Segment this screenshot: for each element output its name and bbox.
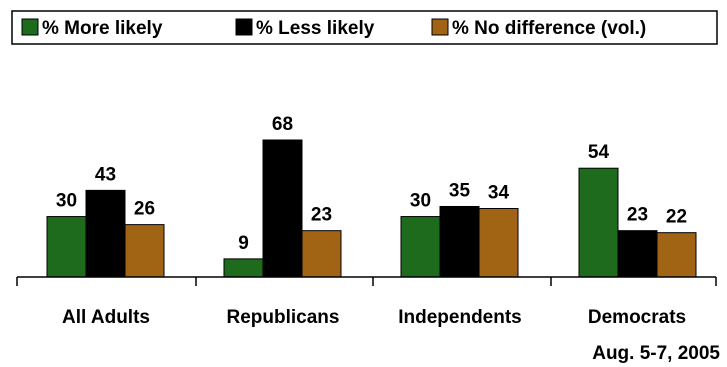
value-label-democrats-more-likely: 54 xyxy=(588,142,610,163)
legend-swatch-no-difference-vol xyxy=(431,18,449,36)
value-label-democrats-no-difference-vol: 22 xyxy=(666,207,687,228)
value-label-republicans-no-difference-vol: 23 xyxy=(311,205,332,226)
bar-all-adults-more-likely xyxy=(46,216,87,278)
value-label-democrats-less-likely: 23 xyxy=(627,205,648,226)
bar-republicans-no-difference-vol xyxy=(301,230,342,278)
value-label-all-adults-no-difference-vol: 26 xyxy=(134,199,155,220)
bar-all-adults-no-difference-vol xyxy=(124,224,165,278)
legend-label-less-likely: % Less likely xyxy=(256,18,375,39)
bar-democrats-no-difference-vol xyxy=(656,232,697,278)
bars-group xyxy=(46,139,697,278)
bar-all-adults-less-likely xyxy=(85,189,126,278)
legend-label-no-difference-vol: % No difference (vol.) xyxy=(452,18,646,39)
bar-democrats-less-likely xyxy=(617,230,658,278)
legend-swatch-less-likely xyxy=(235,18,253,36)
bar-independents-no-difference-vol xyxy=(478,208,519,278)
x-ticks-group xyxy=(16,277,717,286)
category-label-democrats: Democrats xyxy=(588,307,686,328)
date-annotation: Aug. 5-7, 2005 xyxy=(592,343,720,364)
value-label-independents-more-likely: 30 xyxy=(410,191,431,212)
category-label-republicans: Republicans xyxy=(227,307,340,328)
legend-frame xyxy=(11,10,718,45)
bar-republicans-less-likely xyxy=(262,139,303,278)
bar-independents-less-likely xyxy=(439,205,480,278)
legend: % More likely % Less likely % No differenc… xyxy=(11,10,718,45)
category-label-independents: Independents xyxy=(398,307,522,328)
bar-democrats-more-likely xyxy=(578,167,619,278)
value-label-all-adults-more-likely: 30 xyxy=(56,191,77,212)
value-labels-group: 30 43 26 9 68 23 30 35 34 54 23 22 xyxy=(56,114,687,254)
bar-republicans-more-likely xyxy=(223,258,264,278)
category-label-all-adults: All Adults xyxy=(62,307,150,328)
value-label-republicans-more-likely: 9 xyxy=(238,233,249,254)
value-label-independents-no-difference-vol: 34 xyxy=(488,183,510,204)
category-labels-group: All Adults Republicans Independents Democra… xyxy=(62,307,686,328)
value-label-independents-less-likely: 35 xyxy=(449,180,471,201)
value-label-all-adults-less-likely: 43 xyxy=(95,164,116,185)
value-label-republicans-less-likely: 68 xyxy=(272,114,293,135)
legend-swatch-more-likely xyxy=(21,18,39,36)
legend-label-more-likely: % More likely xyxy=(42,18,163,39)
bar-independents-more-likely xyxy=(400,216,441,278)
